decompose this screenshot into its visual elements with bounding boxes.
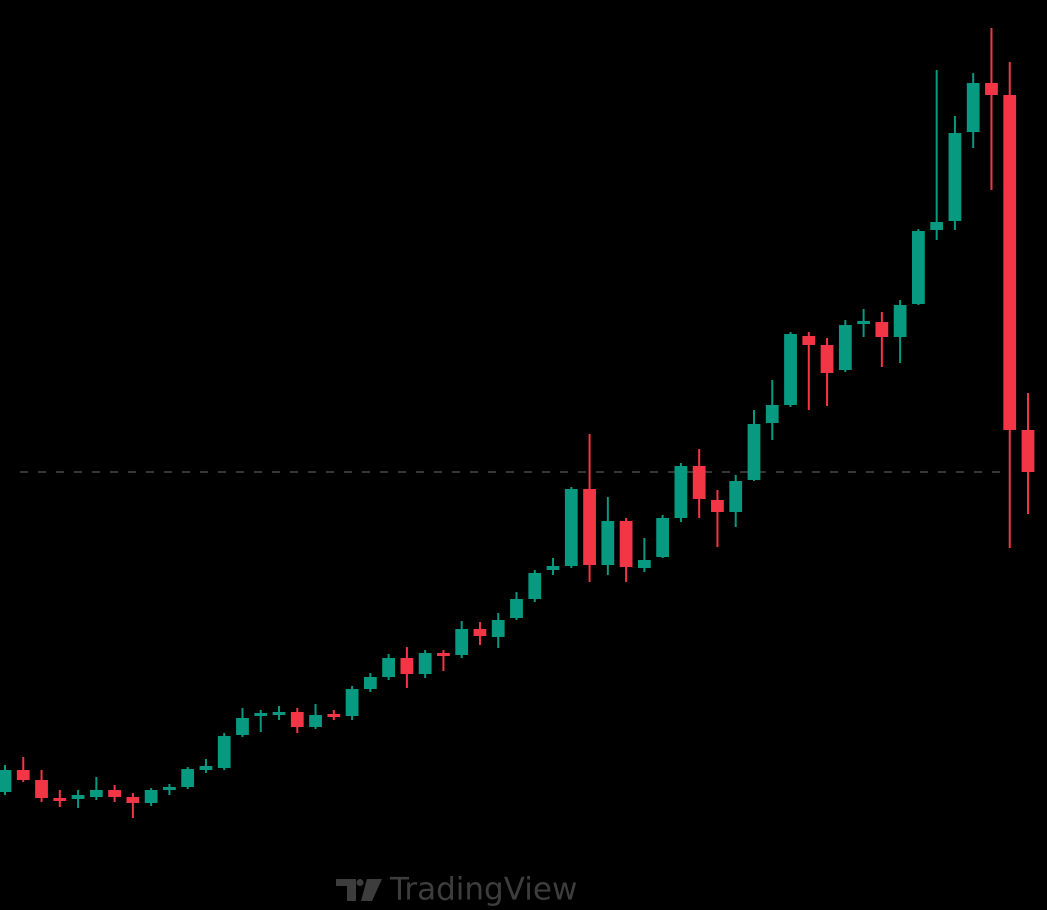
- candle-body: [437, 653, 450, 656]
- plot: [0, 28, 1035, 818]
- candle-body: [784, 334, 797, 405]
- candle-body: [163, 787, 176, 790]
- candle-body: [327, 714, 341, 717]
- watermark-text: TradingView: [389, 872, 577, 908]
- candle-body: [236, 718, 249, 735]
- candle-body: [911, 231, 925, 304]
- candle-body: [0, 770, 12, 792]
- candle-body: [930, 222, 944, 230]
- candle-body: [1003, 95, 1017, 430]
- candle-body: [71, 795, 85, 799]
- candle-body: [89, 790, 103, 797]
- candle-body: [966, 83, 980, 132]
- candle-body: [692, 466, 706, 499]
- candle-body: [510, 599, 523, 618]
- watermark: TradingView: [336, 872, 577, 908]
- candle-body: [108, 790, 122, 797]
- candle-body: [875, 322, 889, 337]
- candle-body: [820, 345, 834, 373]
- candle-body: [857, 321, 870, 324]
- candle-body: [35, 780, 48, 798]
- candle-body: [290, 712, 304, 727]
- candle-body: [747, 424, 761, 480]
- candle-body: [53, 798, 67, 801]
- candle-body: [583, 489, 596, 565]
- candle-body: [473, 629, 487, 636]
- candle-body: [181, 769, 195, 787]
- candle-body: [985, 83, 998, 95]
- candle-body: [382, 658, 396, 677]
- candle-body: [711, 500, 724, 512]
- candle-body: [254, 713, 268, 716]
- candle-body: [601, 521, 615, 565]
- watermark-logo: [336, 879, 382, 901]
- candle-body: [126, 797, 140, 803]
- candle-body: [144, 790, 158, 803]
- candle-body: [546, 566, 560, 570]
- candle-body: [765, 405, 779, 423]
- candle-body: [309, 715, 322, 727]
- candle-body: [637, 560, 651, 568]
- candle-body: [1021, 430, 1035, 472]
- candle-body: [729, 481, 743, 512]
- candle-body: [893, 305, 907, 337]
- candle-body: [674, 466, 688, 518]
- candle-body: [16, 770, 30, 780]
- candle-body: [363, 677, 377, 689]
- candle-body: [838, 325, 852, 370]
- candle-body: [491, 620, 505, 637]
- candle-body: [564, 489, 578, 566]
- candle-body: [418, 653, 432, 674]
- candle-body: [217, 736, 231, 768]
- candle-body: [656, 518, 670, 557]
- candle-body: [948, 133, 962, 221]
- candle-body: [455, 629, 469, 655]
- candle-body: [272, 712, 286, 715]
- candle-body: [802, 336, 816, 345]
- candle-body: [400, 658, 414, 674]
- candle-body: [345, 689, 359, 716]
- candle-body: [528, 573, 542, 599]
- candle-body: [619, 521, 633, 567]
- candle-body: [199, 766, 213, 770]
